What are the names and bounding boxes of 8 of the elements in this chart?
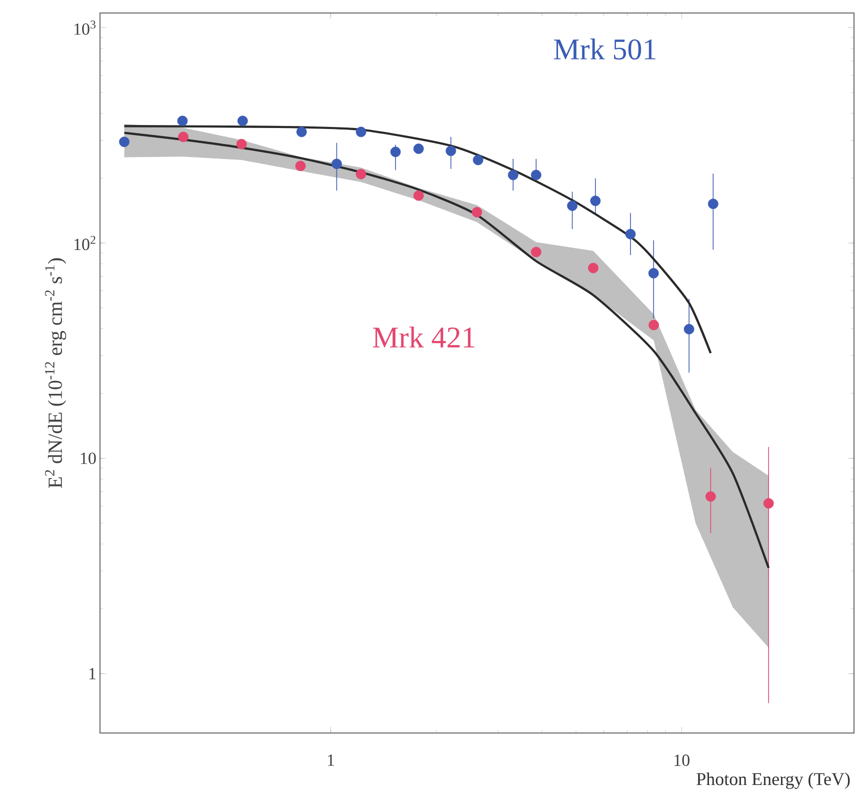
text: E$^{2}$ dN/dE (10$^{-12}$ erg cm$^{-2}$ s$^{-1}$)	[45, 258, 66, 488]
y-tick-label: 10$^{2}$	[74, 236, 96, 250]
text: Mrk 501	[554, 38, 656, 60]
y-tick-label: 10	[80, 452, 96, 464]
y-tick-label: 10$^{3}$	[74, 20, 96, 35]
x-axis-title: Photon Energy (TeV)	[696, 772, 850, 789]
text: Mrk 421	[372, 326, 474, 348]
y-tick-label: 1	[89, 668, 96, 680]
